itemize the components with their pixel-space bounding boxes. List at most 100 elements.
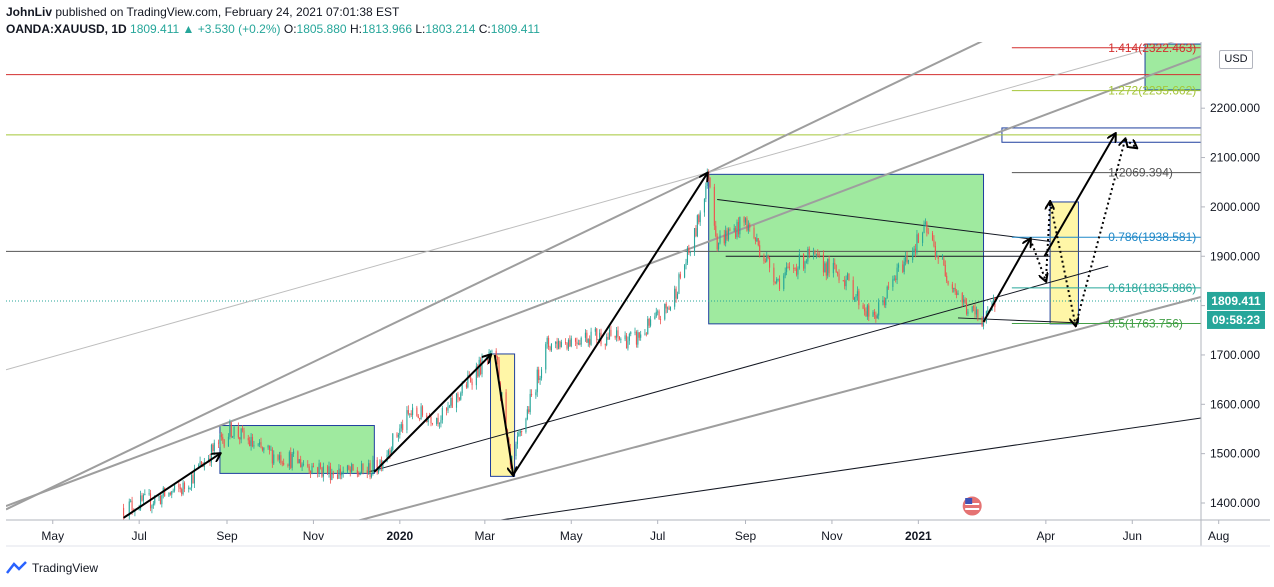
candle-body — [735, 228, 737, 238]
symbol-name[interactable]: OANDA:XAUUSD, 1D — [6, 22, 127, 36]
candle-body — [441, 407, 443, 421]
high-label: H: — [349, 22, 362, 36]
candle-body — [907, 260, 909, 263]
currency-button[interactable]: USD — [1219, 50, 1253, 69]
candle-body — [788, 266, 790, 268]
candle-body — [293, 451, 295, 454]
projection-arrow — [512, 173, 707, 476]
candle-body — [161, 495, 163, 505]
candle-body — [808, 248, 810, 255]
candle-body — [647, 318, 649, 335]
candle-body — [818, 254, 820, 256]
candle-body — [409, 413, 411, 415]
candle-body — [311, 465, 313, 474]
y-tick-label: 1400.000 — [1210, 496, 1260, 510]
candle-body — [410, 413, 412, 416]
candle-body — [737, 221, 739, 235]
candle-body — [467, 375, 469, 388]
candle-body — [148, 493, 150, 495]
candle-body — [669, 306, 671, 310]
candle-body — [607, 336, 609, 340]
candle-body — [548, 337, 550, 347]
candle-body — [566, 343, 568, 349]
candle-body — [866, 305, 868, 317]
last-price-tag-label: 1809.411 — [1211, 294, 1261, 308]
candle-body — [400, 424, 402, 429]
candle-body — [695, 228, 697, 237]
candle-body — [240, 428, 242, 440]
candle-body — [777, 278, 779, 280]
candle-body — [719, 234, 721, 243]
candle-body — [312, 465, 314, 468]
candle-body — [341, 473, 343, 476]
candle-body — [845, 279, 847, 287]
candle-body — [689, 252, 691, 253]
y-tick-label: 1600.000 — [1210, 397, 1260, 411]
candle-body — [616, 330, 618, 338]
y-tick-label: 1500.000 — [1210, 447, 1260, 461]
candle-body — [727, 229, 730, 240]
candle-body — [586, 332, 588, 343]
candle-body — [446, 407, 448, 411]
candle-body — [941, 258, 943, 260]
candle-body — [307, 464, 309, 467]
candle-body — [589, 339, 591, 345]
candle-body — [168, 492, 170, 497]
candle-body — [763, 255, 765, 261]
candle-body — [937, 255, 939, 260]
candle-body — [419, 417, 421, 420]
last-price: 1809.411 — [130, 22, 180, 36]
projection-arrow — [1029, 238, 1046, 281]
candle-body — [804, 261, 806, 269]
candle-body — [896, 267, 898, 280]
candle-body — [895, 278, 897, 280]
author-name[interactable]: JohnLiv — [6, 5, 53, 19]
candle-body — [926, 222, 928, 233]
candle-body — [477, 366, 479, 377]
candle-body — [757, 238, 759, 246]
candle-body — [183, 482, 186, 489]
candle-body — [676, 293, 679, 299]
candle-body — [389, 450, 391, 455]
candle-body — [331, 473, 333, 480]
candle-body — [222, 437, 224, 440]
candle-body — [674, 288, 676, 307]
candle-body — [715, 225, 717, 237]
candle-body — [747, 224, 749, 231]
candle-body — [460, 393, 462, 400]
candle-body — [179, 487, 181, 490]
candle-body — [519, 430, 521, 434]
candle-body — [982, 319, 985, 327]
candle-body — [981, 317, 983, 327]
candle-body — [905, 255, 907, 262]
candle-body — [158, 495, 160, 498]
candle-body — [475, 366, 477, 386]
candle-body — [233, 426, 235, 437]
candle-body — [773, 267, 775, 282]
green-range-box — [708, 173, 985, 325]
candle-body — [903, 261, 905, 272]
candle-body — [437, 417, 439, 424]
countdown-tag-label: 09:58:23 — [1212, 313, 1260, 327]
candle-body — [827, 258, 829, 276]
candle-body — [946, 275, 948, 282]
candle-body — [242, 428, 244, 431]
us-flag-canton — [965, 498, 973, 504]
candle-body — [349, 469, 351, 473]
candle-body — [352, 464, 354, 471]
candle-body — [431, 423, 433, 424]
candle-body — [550, 343, 552, 351]
candle-body — [448, 405, 450, 407]
candle-body — [154, 497, 156, 504]
candle-body — [736, 221, 738, 238]
candle-body — [480, 359, 482, 375]
plot-area[interactable]: 1.414(2322.463) 1.272(2235.662) 1(2069.394… — [6, 0, 1274, 523]
candle-body — [576, 341, 578, 345]
candle-body — [298, 459, 300, 464]
candle-body — [249, 440, 251, 447]
footer-brand[interactable]: TradingView — [32, 561, 99, 575]
candle-body — [665, 303, 667, 309]
candle-body — [743, 216, 745, 223]
candle-body — [172, 490, 174, 492]
